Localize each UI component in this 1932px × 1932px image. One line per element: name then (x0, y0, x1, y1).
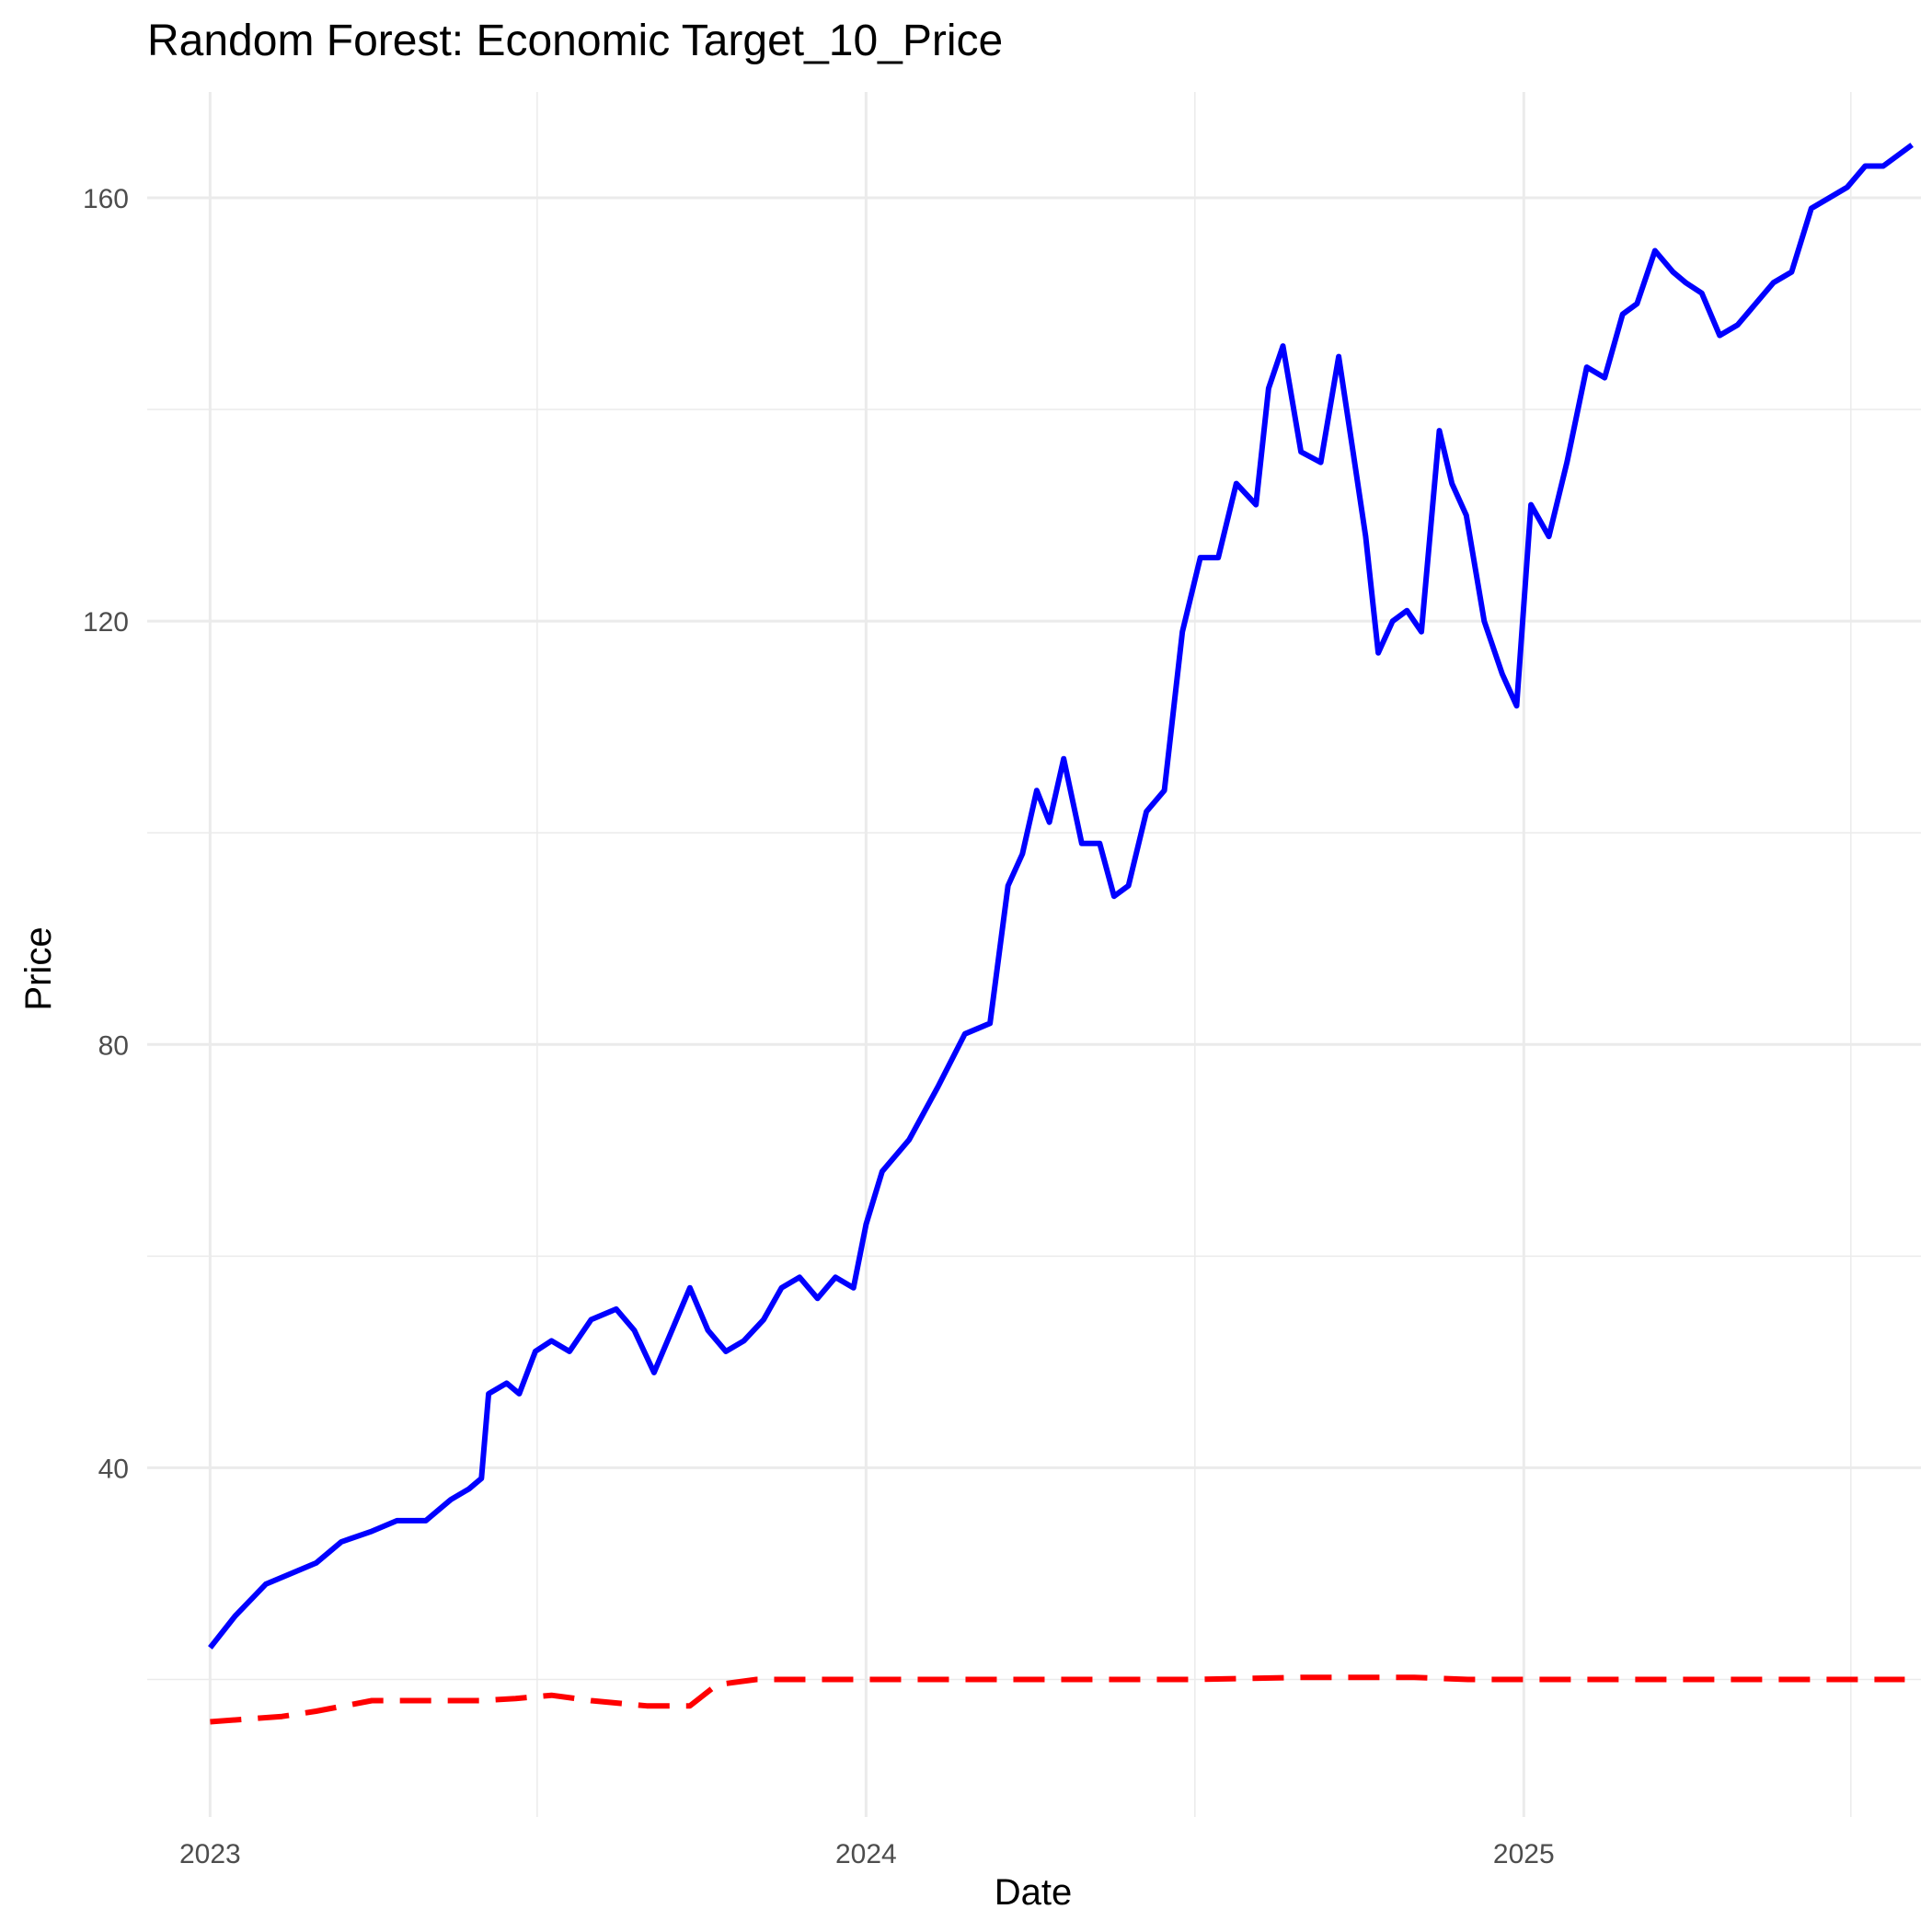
x-tick-labels: 2023 2024 2025 (179, 1839, 1555, 1869)
x-tick-label: 2025 (1493, 1839, 1555, 1869)
y-tick-label: 40 (98, 1454, 129, 1484)
chart-title: Random Forest: Economic Target_10_Price (147, 17, 1003, 65)
y-tick-label: 160 (83, 184, 129, 214)
y-tick-label: 80 (98, 1030, 129, 1061)
y-tick-labels: 40 80 120 160 (83, 184, 129, 1484)
series-line-2 (210, 1674, 1905, 1725)
x-tick-label: 2024 (835, 1839, 897, 1869)
grid-lines (147, 92, 1921, 1817)
series-line-1 (208, 143, 1914, 1650)
plot-area (208, 143, 1914, 1725)
x-tick-label: 2023 (179, 1839, 241, 1869)
x-axis-title: Date (995, 1872, 1073, 1913)
y-tick-label: 120 (83, 607, 129, 638)
y-axis-title: Price (18, 926, 59, 1010)
